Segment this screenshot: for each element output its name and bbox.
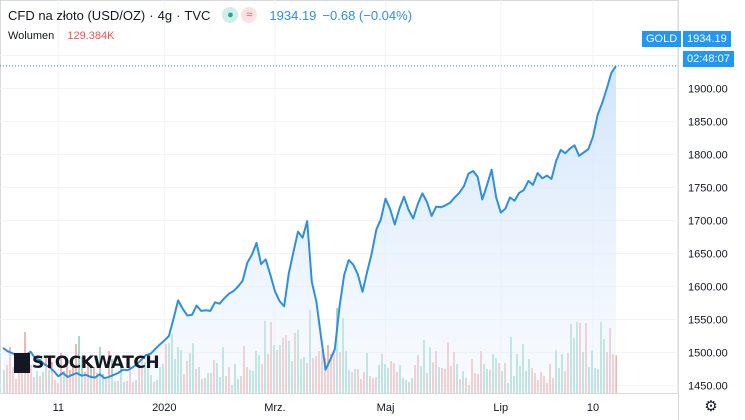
last-price-tag: 1934.19 xyxy=(683,31,731,47)
symbol-tag: GOLD xyxy=(642,31,682,47)
y-tick-label: 1900.00 xyxy=(688,84,728,96)
logo-mark-icon xyxy=(14,353,30,373)
y-tick-label: 1450.00 xyxy=(688,381,728,393)
header-price: 1934.19 xyxy=(269,7,317,23)
y-tick-label: 1800.00 xyxy=(688,150,728,162)
x-tick-label: 11 xyxy=(53,402,64,414)
x-tick-label: 2020 xyxy=(152,402,176,414)
symbol-name[interactable]: CFD na złoto (USD/OZ) xyxy=(8,7,146,23)
volume-bar xyxy=(99,347,101,393)
stockwatch-logo: STOCKWATCH xyxy=(14,353,160,373)
volume-bar xyxy=(108,351,110,393)
price-line xyxy=(2,65,617,380)
volume-legend: Wolumen 129.384K xyxy=(8,30,114,42)
chart-header: CFD na złoto (USD/OZ) · 4g · TVC ● ≈ 193… xyxy=(8,5,412,25)
interval-label[interactable]: 4g xyxy=(157,7,173,23)
y-tick-label: 1750.00 xyxy=(688,183,728,195)
countdown-tag: 02:48:07 xyxy=(683,51,734,67)
x-tick-label: 10 xyxy=(587,402,599,414)
volume-bar xyxy=(75,344,77,393)
y-tick-label: 1550.00 xyxy=(688,315,728,327)
volume-bar xyxy=(60,353,62,393)
x-tick-label: Maj xyxy=(377,402,395,414)
volume-label: Wolumen xyxy=(8,30,55,42)
gear-icon[interactable]: ⚙ xyxy=(704,398,718,415)
y-tick-label: 1850.00 xyxy=(688,117,728,129)
volume-value: 129.384K xyxy=(67,30,115,42)
separator: · xyxy=(176,7,181,23)
volume-bar xyxy=(78,336,80,393)
logo-text: STOCKWATCH xyxy=(32,353,160,373)
x-tick-label: Lip xyxy=(493,402,508,414)
separator: · xyxy=(149,7,154,23)
buy-dot-icon[interactable]: ● xyxy=(222,7,239,23)
sell-dot-icon[interactable]: ≈ xyxy=(241,7,258,23)
y-tick-label: 1700.00 xyxy=(688,216,728,228)
header-change: −0.68 (−0.04%) xyxy=(322,7,413,23)
price-area xyxy=(3,66,616,393)
y-tick-label: 1650.00 xyxy=(688,249,728,261)
y-tick-label: 1500.00 xyxy=(688,348,728,360)
exchange-label: TVC xyxy=(184,7,211,23)
y-tick-label: 1600.00 xyxy=(688,282,728,294)
x-tick-label: Mrz. xyxy=(264,402,285,414)
